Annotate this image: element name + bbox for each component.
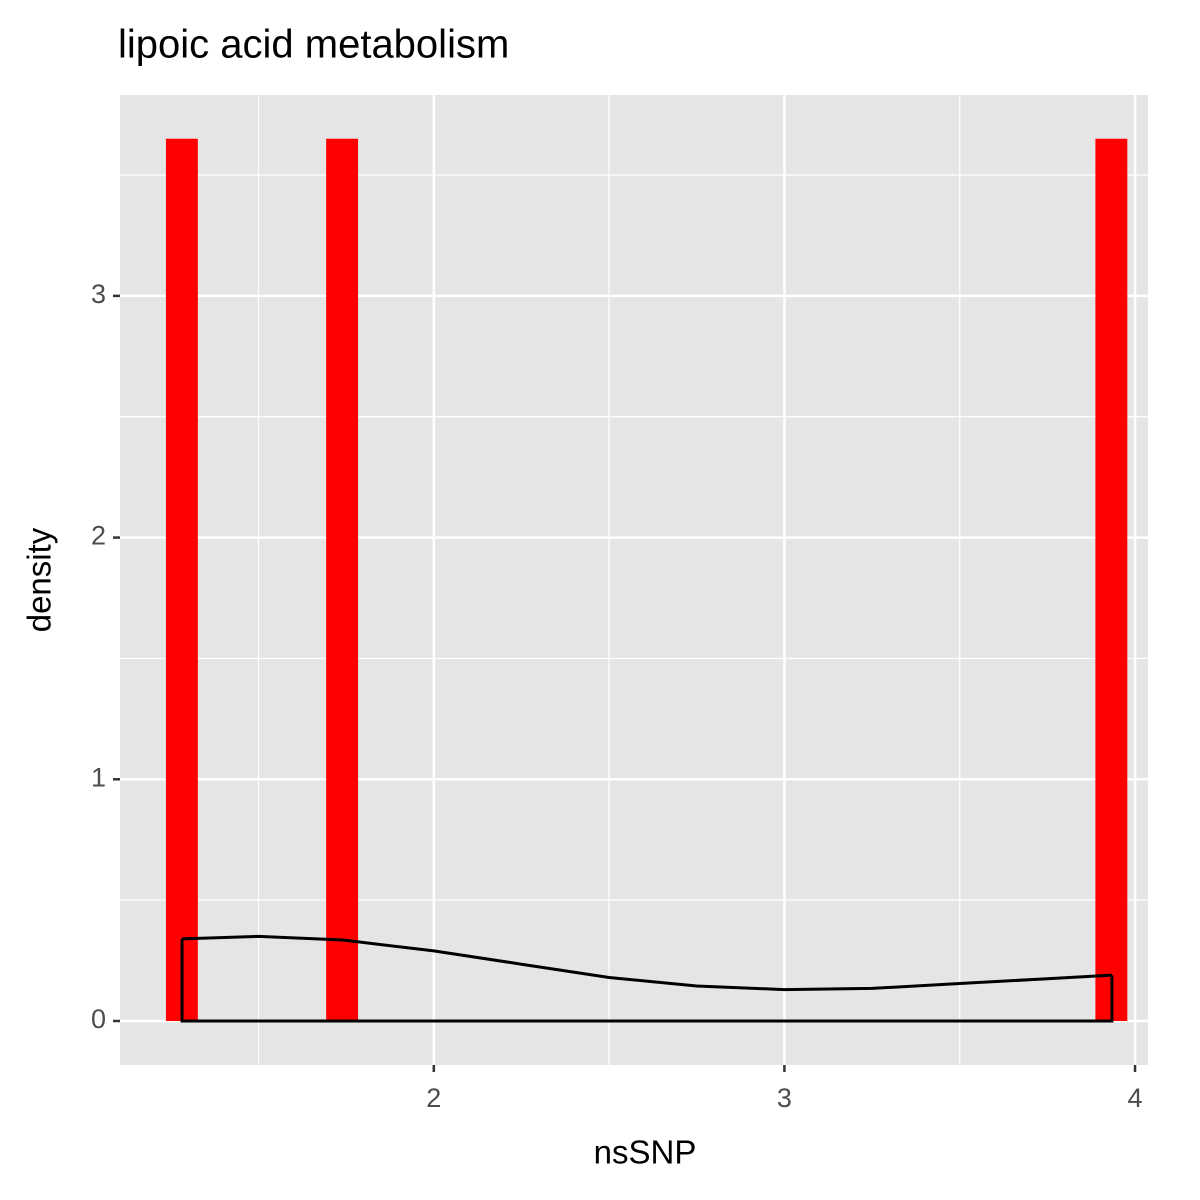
bar xyxy=(326,138,359,1022)
y-tick-label: 1 xyxy=(91,762,106,792)
x-tick-label: 4 xyxy=(1128,1083,1143,1113)
x-tick-label: 3 xyxy=(777,1083,792,1113)
x-axis-label: nsSNP xyxy=(594,1134,697,1171)
panel xyxy=(120,95,1148,1065)
chart-title: lipoic acid metabolism xyxy=(118,23,509,67)
y-axis-label: density xyxy=(21,527,58,632)
density-curve xyxy=(182,934,1112,992)
y-tick-label: 3 xyxy=(91,279,106,309)
y-tick-label: 0 xyxy=(91,1004,106,1034)
x-tick-label: 2 xyxy=(426,1083,441,1113)
density-outline xyxy=(180,938,1114,1023)
bar xyxy=(1095,138,1128,1022)
y-tick-label: 2 xyxy=(91,521,106,551)
bar xyxy=(165,138,198,1022)
